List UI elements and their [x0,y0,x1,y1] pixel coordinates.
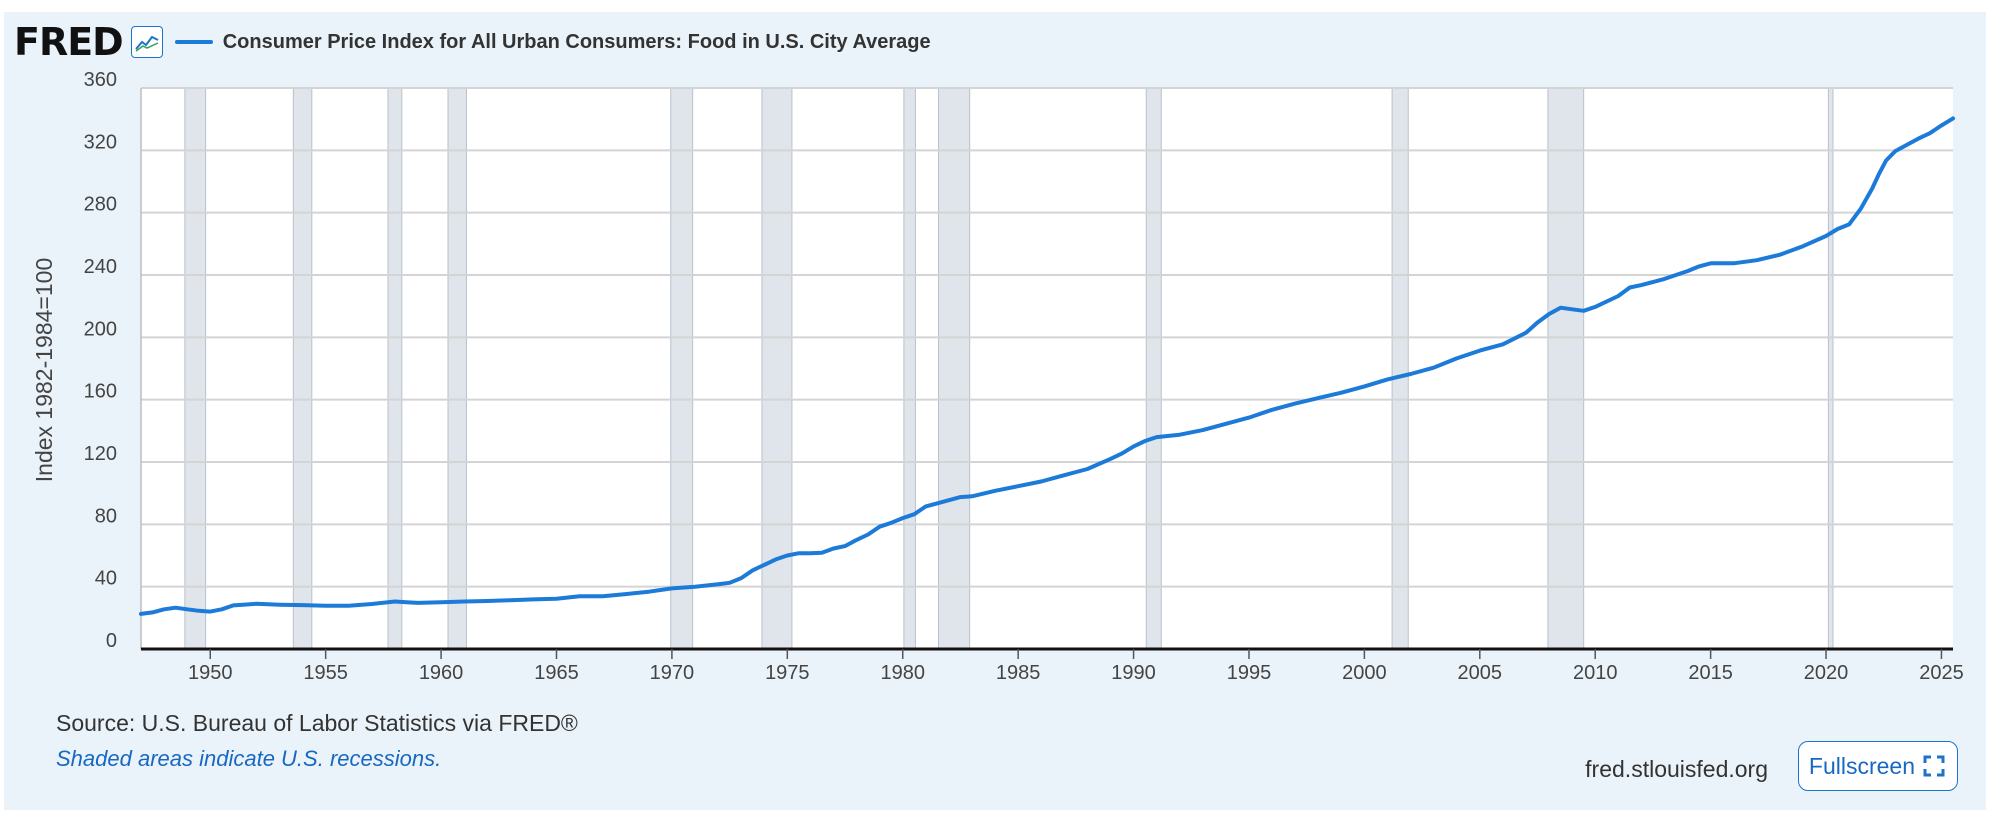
fullscreen-button[interactable]: Fullscreen [1797,741,1958,791]
x-tick-label: 2010 [1573,662,1618,684]
line-chart-icon[interactable] [130,26,163,58]
fullscreen-label: Fullscreen [1808,752,1915,779]
y-axis: 0 40 80 120 160 200 240 280 320 360 [84,69,117,652]
y-tick-label: 120 [84,443,117,465]
gridlines [140,87,1953,651]
x-tick-label: 2020 [1804,662,1849,684]
recession-band [1547,87,1585,650]
x-tick-label: 1975 [765,662,810,684]
x-tick-label: 1985 [996,662,1041,684]
recession-band [670,87,694,650]
y-tick-label: 160 [84,381,117,403]
recession-band [761,87,793,650]
recession-band [447,87,467,650]
recession-band [1145,87,1162,650]
legend-swatch [174,40,213,44]
x-axis: 1950 1955 1960 1965 1970 1975 1980 1985 1990 1995… [188,649,1964,684]
plot-background [141,88,1953,649]
recession-band [1391,87,1409,650]
x-tick-label: 2005 [1458,662,1503,684]
x-tick-label: 1980 [880,662,925,684]
recession-bands [141,87,1953,650]
x-tick-label: 2025 [1919,662,1964,684]
y-tick-label: 80 [95,505,117,527]
recession-band [903,87,916,650]
recession-band [387,87,403,650]
chart-header: FRED Consumer Price Index for All Urban … [14,18,931,66]
y-tick-label: 280 [84,194,117,216]
x-tick-label: 1955 [303,662,348,684]
recession-band [938,87,971,650]
y-tick-label: 240 [84,256,117,278]
line-chart-glyph [134,35,159,52]
x-tick-label: 1970 [650,662,695,684]
y-tick-label: 200 [84,318,117,340]
chart-title: Consumer Price Index for All Urban Consu… [222,30,931,53]
x-tick-label: 1965 [534,662,579,684]
site-link[interactable]: fred.stlouisfed.org [1585,756,1768,782]
recession-band [184,87,207,650]
recession-note: Shaded areas indicate U.S. recessions. [56,746,442,771]
x-tick-label: 1960 [419,662,464,684]
x-tick-label: 1990 [1111,662,1156,684]
y-axis-label: Index 1982-1984=100 [31,258,57,482]
x-tick-label: 2015 [1688,662,1733,684]
series-line [139,116,1955,616]
fred-logo[interactable]: FRED [14,20,124,64]
y-tick-label: 40 [95,568,117,590]
x-tick-label: 1995 [1227,662,1272,684]
x-tick-label: 2000 [1342,662,1387,684]
y-tick-label: 0 [106,630,117,652]
recession-band [292,87,313,650]
series-lines [139,116,1955,616]
recession-band [1827,87,1834,650]
expand-icon [1923,755,1945,777]
source-line: Source: U.S. Bureau of Labor Statistics … [56,710,578,736]
y-tick-label: 360 [84,69,117,91]
y-tick-label: 320 [84,131,117,153]
x-tick-label: 1950 [188,662,233,684]
